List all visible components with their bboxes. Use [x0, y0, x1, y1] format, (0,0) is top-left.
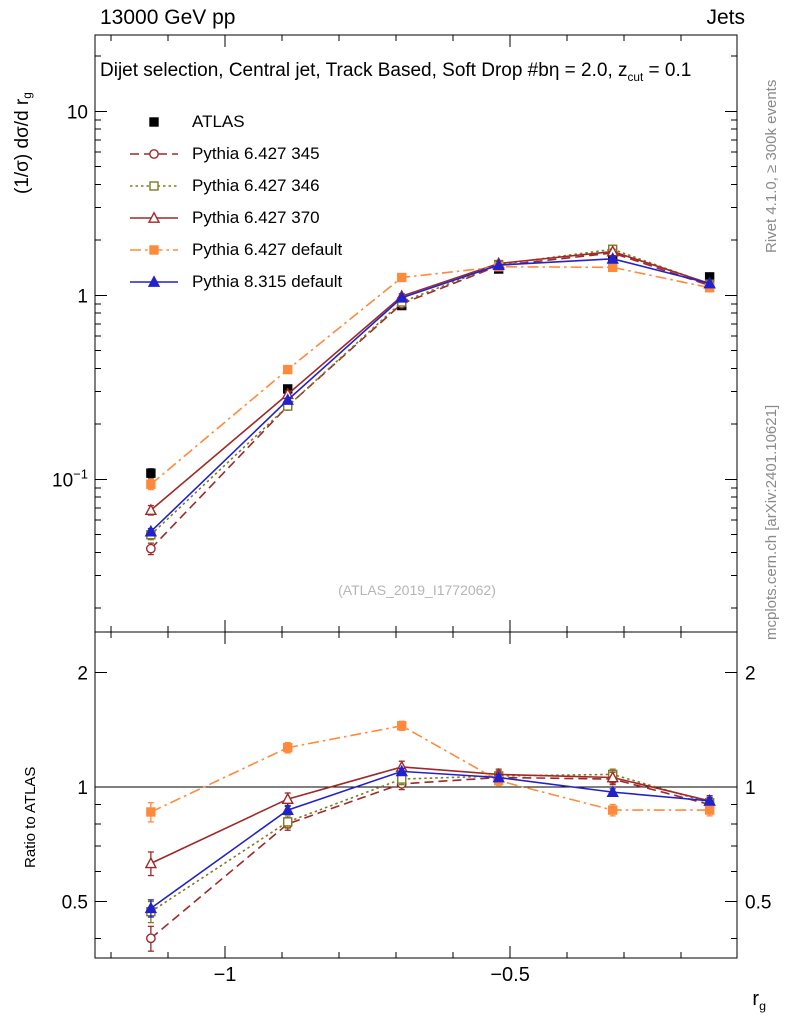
data-marker — [283, 742, 293, 753]
legend-marker — [149, 149, 159, 159]
data-marker — [281, 393, 294, 405]
panel-frame — [94, 631, 738, 959]
data-marker — [608, 805, 618, 815]
plot-title-tail: = 0.1 — [643, 60, 692, 81]
series-line — [150, 776, 710, 939]
series-line — [150, 770, 710, 909]
legend-item: ATLAS — [128, 106, 342, 138]
x-axis-title-subscript: g — [759, 999, 766, 1013]
y-tick-label: 2 — [745, 664, 756, 685]
data-marker — [492, 770, 505, 783]
legend-item: Pythia 6.427 345 — [128, 138, 342, 170]
rivet-version-note: Rivet 4.1.0, ≥ 300k events — [763, 79, 780, 253]
series-line — [150, 257, 710, 533]
data-marker — [145, 543, 156, 554]
legend-item: Pythia 6.427 346 — [128, 170, 342, 202]
legend-item-label: ATLAS — [192, 112, 245, 131]
data-marker — [146, 807, 156, 817]
legend-item: Pythia 6.427 default — [128, 234, 342, 266]
legend-sample — [149, 117, 159, 127]
legend-sample — [130, 149, 178, 159]
x-axis-title-text: r — [752, 988, 760, 1010]
data-marker — [704, 805, 715, 815]
analysis-code-watermark: (ATLAS_2019_I1772062) — [338, 582, 496, 598]
x-tick-label: −1 — [214, 964, 237, 986]
data-marker — [608, 262, 618, 273]
y-tick-label: 1 — [745, 778, 756, 799]
series-line — [150, 248, 710, 536]
legend-marker — [147, 211, 161, 223]
data-marker — [144, 503, 158, 516]
legend-item-label: Pythia 6.427 default — [192, 240, 343, 259]
y-tick-label: 10 — [67, 102, 88, 123]
y-tick-label: 1 — [77, 778, 88, 799]
plot-title: Dijet selection, Central jet, Track Base… — [100, 60, 691, 84]
data-marker — [395, 291, 408, 303]
y-tick-label: 0.5 — [745, 892, 771, 913]
data-marker — [283, 817, 293, 827]
data-marker — [144, 901, 158, 914]
data-marker — [283, 364, 293, 375]
legend-item-label: Pythia 6.427 345 — [192, 144, 320, 163]
ratio-y-axis-title: Ratio to ATLAS — [22, 766, 39, 868]
y-tick-label: 10−1 — [52, 466, 88, 491]
x-axis-title: rg — [752, 988, 766, 1013]
data-marker — [146, 468, 156, 478]
data-marker — [145, 933, 156, 944]
plot-title-text: Dijet selection, Central jet, Track Base… — [100, 60, 628, 81]
series-line — [150, 724, 710, 813]
legend-sample — [130, 181, 178, 191]
series-line — [150, 250, 710, 511]
data-marker — [144, 856, 158, 869]
legend-sample — [130, 275, 178, 287]
process-label: Jets — [706, 6, 745, 29]
data-marker — [492, 258, 505, 271]
series-line — [150, 766, 710, 865]
main-y-axis-title-text: (1/σ) dσ/d r — [12, 98, 33, 194]
data-marker — [703, 794, 716, 806]
data-marker — [703, 276, 716, 289]
data-marker — [397, 272, 407, 283]
legend-sample — [130, 211, 178, 223]
legend-item: Pythia 6.427 370 — [128, 202, 342, 234]
main-y-axis-title: (1/σ) dσ/d rg — [12, 22, 34, 194]
legend-item: Pythia 8.315 default — [128, 266, 342, 298]
main-y-axis-title-subscript: g — [20, 92, 34, 99]
legend-marker — [147, 275, 161, 287]
mcplots-citation-note: mcplots.cern.ch [arXiv:2401.10621] — [763, 404, 780, 640]
data-marker — [144, 524, 158, 537]
data-marker — [146, 479, 156, 489]
series-line — [150, 773, 710, 913]
legend-item-label: Pythia 8.315 default — [192, 272, 343, 291]
y-tick-label: 2 — [77, 664, 88, 685]
y-tick-label: 0.5 — [62, 892, 88, 913]
x-tick-label: −0.5 — [490, 964, 529, 986]
legend-marker — [149, 117, 159, 127]
data-marker — [281, 803, 294, 815]
data-marker — [606, 770, 619, 783]
plot-title-subscript: cut — [627, 70, 644, 84]
legend: ATLAS Pythia 6.427 345 Pythia 6.427 346 Pyt… — [128, 106, 342, 298]
legend-sample — [130, 245, 178, 255]
beam-energy-label: 13000 GeV pp — [100, 6, 236, 29]
series-line — [150, 265, 710, 485]
legend-marker — [149, 245, 159, 255]
legend-marker — [149, 181, 159, 191]
data-marker — [281, 792, 294, 804]
data-marker — [397, 721, 407, 731]
data-marker — [395, 764, 408, 777]
legend-item-label: Pythia 6.427 370 — [192, 208, 320, 227]
data-marker — [606, 785, 619, 798]
data-marker — [606, 252, 619, 264]
legend-item-label: Pythia 6.427 346 — [192, 176, 320, 195]
y-tick-label: 1 — [77, 286, 88, 307]
